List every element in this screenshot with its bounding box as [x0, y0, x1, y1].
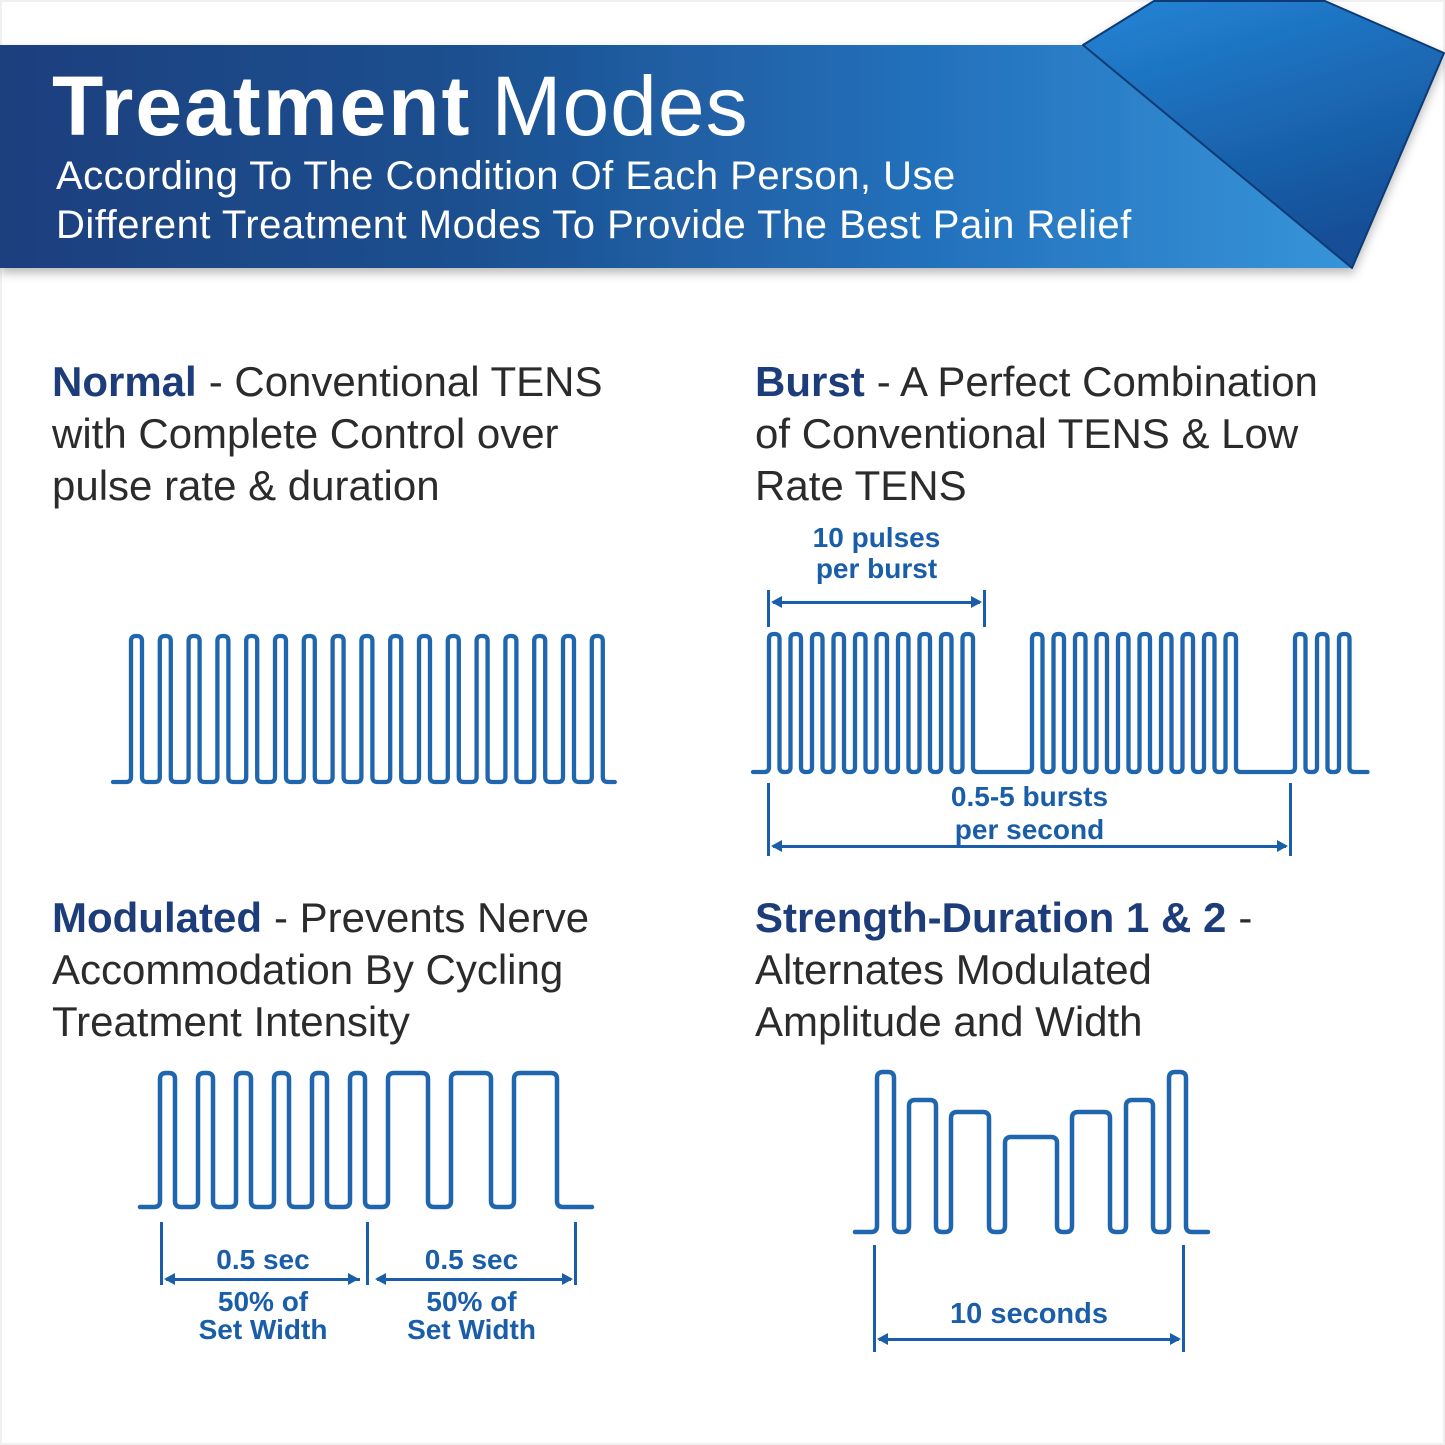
normal-desc-2: with Complete Control over: [52, 410, 559, 457]
burst-rate-label: 0.5-5 bursts per second: [767, 780, 1292, 846]
burst-pulses-label-line1: 10 pulses: [812, 522, 941, 553]
measure-tick-left: [873, 1245, 876, 1352]
burst-desc-1: - A Perfect Combination: [876, 358, 1318, 405]
mode-name-strength: Strength-Duration 1 & 2: [755, 894, 1227, 941]
burst-desc-2: of Conventional TENS & Low: [755, 410, 1299, 457]
measure-line: [879, 1338, 1179, 1341]
modulated-right-width-line1: 50% of: [426, 1286, 517, 1317]
modulated-waveform: [137, 1070, 595, 1210]
measure-tick-right: [1289, 783, 1292, 856]
strength-desc-2: Alternates Modulated: [755, 946, 1152, 993]
measure-tick-right: [983, 590, 986, 627]
page-title-bold: Treatment: [52, 59, 472, 153]
measure-line-left: [166, 1278, 360, 1281]
burst-pulses-label: 10 pulses per burst: [767, 522, 986, 584]
strength-desc-3: Amplitude and Width: [755, 998, 1143, 1045]
arrowhead-right-icon: [1277, 840, 1288, 852]
measure-tick-left: [767, 783, 770, 856]
burst-rate-measure-arrow: [767, 783, 1292, 856]
modulated-desc-1: - Prevents Nerve: [273, 894, 590, 941]
burst-pulses-label-line2: per burst: [815, 553, 938, 584]
modulated-desc-2: Accommodation By Cycling: [52, 946, 564, 993]
modulated-left-width-line1: 50% of: [217, 1286, 309, 1317]
strength-duration-waveform: [852, 1069, 1211, 1235]
arrowhead-left-icon: [877, 1333, 888, 1345]
arrowhead-left-icon: [771, 596, 782, 608]
burst-waveform: [750, 631, 1370, 775]
banner-body: [0, 45, 1352, 268]
measure-tick-middle: [366, 1222, 369, 1285]
modulated-left-width-line2: Set Width: [198, 1314, 328, 1345]
strength-desc-1: -: [1238, 894, 1253, 941]
arrowhead-left-icon: [375, 1273, 386, 1285]
page-subtitle-line1: According To The Condition Of Each Perso…: [56, 154, 956, 198]
measure-line: [773, 601, 980, 604]
strength-seconds-label: 10 seconds: [950, 1298, 1108, 1330]
arrowhead-right-icon: [348, 1273, 359, 1285]
measure-tick-right: [1182, 1245, 1185, 1352]
burst-rate-label-line1: 0.5-5 bursts: [950, 781, 1109, 812]
burst-desc-3: Rate TENS: [755, 462, 967, 509]
modulated-desc-3: Treatment Intensity: [52, 998, 410, 1045]
measure-line-right: [377, 1278, 571, 1281]
normal-section-heading: Normal - Conventional TENS with Complete …: [52, 356, 602, 512]
modulated-measure: 0.5 sec 0.5 sec 50% of Set Width 50% of …: [160, 1222, 577, 1347]
strength-section-heading: Strength-Duration 1 & 2- Alternates Modu…: [755, 892, 1252, 1048]
page-subtitle-line2: Different Treatment Modes To Provide The…: [56, 203, 1132, 247]
normal-waveform: [110, 633, 617, 785]
modulated-right-width-line2: Set Width: [407, 1314, 536, 1345]
heading-line: Strength-Duration 1 & 2-: [755, 892, 1252, 944]
measure-line: [773, 845, 1286, 848]
modulated-left-time-label: 0.5 sec: [216, 1244, 310, 1275]
burst-rate-label-line2: per second: [954, 814, 1105, 845]
mode-name-modulated: Modulated: [52, 894, 262, 941]
banner-ribbon: [0, 0, 1445, 269]
modulated-section-heading: Modulated - Prevents Nerve Accommodation …: [52, 892, 589, 1048]
measure-tick-left: [160, 1222, 163, 1285]
burst-pulses-measure-arrow: [767, 590, 986, 627]
heading-line: Burst - A Perfect Combination: [755, 356, 1318, 408]
normal-desc-1: - Conventional TENS: [208, 358, 603, 405]
measure-tick-right: [574, 1222, 577, 1285]
normal-desc-3: pulse rate & duration: [52, 462, 440, 509]
arrowhead-right-icon: [1170, 1333, 1181, 1345]
banner-fold: [1082, 0, 1445, 269]
mode-name-burst: Burst: [755, 358, 865, 405]
arrowhead-left-icon: [771, 840, 782, 852]
mode-name-normal: Normal: [52, 358, 197, 405]
heading-line: Modulated - Prevents Nerve: [52, 892, 589, 944]
arrowhead-left-icon: [164, 1273, 175, 1285]
heading-line: Normal - Conventional TENS: [52, 356, 602, 408]
modulated-right-time-label: 0.5 sec: [424, 1244, 519, 1275]
modulated-left-width-label: 50% of Set Width: [160, 1288, 366, 1344]
burst-section-heading: Burst - A Perfect Combination of Conventi…: [755, 356, 1318, 512]
arrowhead-right-icon: [562, 1273, 573, 1285]
measure-tick-left: [767, 590, 770, 627]
page-subtitle: According To The Condition Of Each Perso…: [56, 152, 1132, 250]
strength-duration-measure: 10 seconds: [873, 1245, 1185, 1352]
page-title: Treatment Modes: [52, 58, 749, 154]
modulated-right-width-label: 50% of Set Width: [366, 1288, 577, 1344]
arrowhead-right-icon: [971, 596, 982, 608]
page-title-light: Modes: [491, 59, 749, 153]
